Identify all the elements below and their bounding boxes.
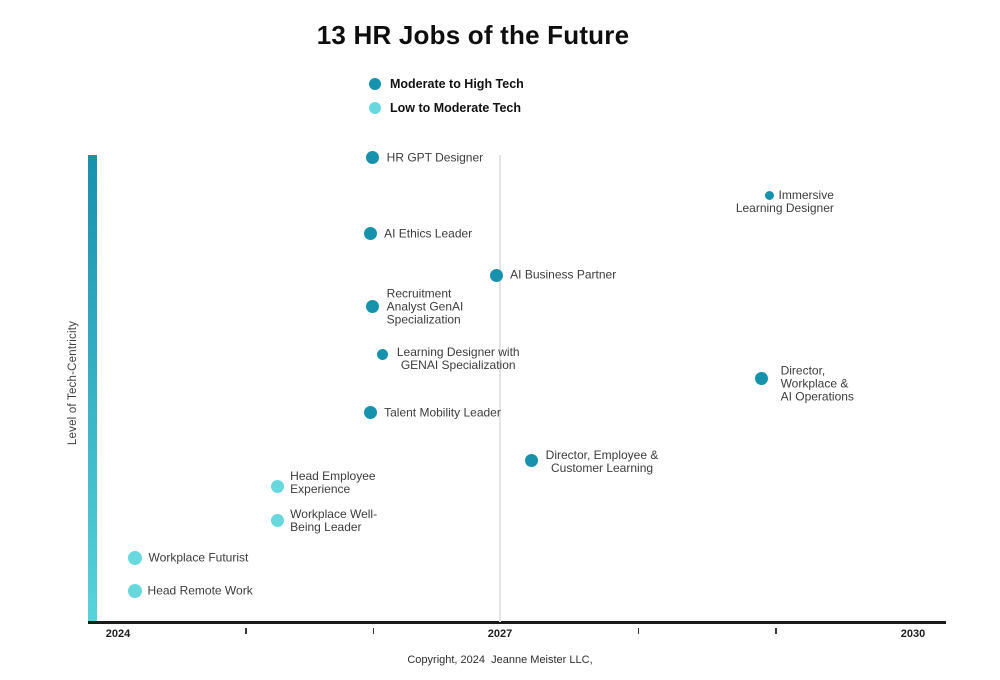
data-point-label: Recruitment Analyst GenAI Specialization — [386, 286, 464, 327]
legend-dot-low-tech-icon — [369, 102, 381, 114]
data-point-label: Head Employee Experience — [290, 469, 376, 497]
data-point — [366, 300, 380, 314]
data-point-label: Head Remote Work — [147, 583, 253, 598]
legend-item-high-tech: Moderate to High Tech — [369, 72, 524, 96]
data-point-label: Learning Designer with GENAI Specializat… — [396, 344, 520, 372]
legend-item-low-tech: Low to Moderate Tech — [369, 96, 524, 120]
data-point — [525, 454, 539, 468]
copyright-text: Copyright, 2024 Jeanne Meister LLC, — [407, 654, 593, 666]
x-axis-line — [88, 621, 946, 624]
data-point-label: Workplace Well- Being Leader — [290, 507, 378, 535]
data-point — [366, 151, 380, 165]
data-point-label: AI Business Partner — [510, 267, 617, 282]
data-point — [489, 268, 503, 282]
x-tick-label-2027: 2027 — [487, 628, 513, 640]
chart-title: 13 HR Jobs of the Future — [316, 20, 630, 50]
data-point — [363, 227, 377, 241]
data-point-label: Workplace Futurist — [148, 550, 249, 565]
data-point-label: Director, Workplace & AI Operations — [780, 363, 854, 404]
legend-label: Moderate to High Tech — [390, 77, 524, 91]
data-point-label: AI Ethics Leader — [384, 226, 473, 241]
data-point-label: Immersive Learning Designer — [735, 188, 834, 216]
data-point — [270, 513, 284, 527]
x-tick-mark-2028 — [637, 628, 640, 634]
x-tick-label-2024: 2024 — [105, 628, 131, 640]
data-point — [377, 349, 389, 361]
x-tick-mark-2026 — [372, 628, 375, 634]
y-axis-bar — [88, 155, 97, 622]
data-point-label: Director, Employee & Customer Learning — [545, 447, 659, 475]
gridline-2027 — [498, 155, 501, 622]
legend: Moderate to High Tech Low to Moderate Te… — [369, 72, 524, 120]
data-point — [127, 584, 142, 599]
legend-dot-high-tech-icon — [369, 78, 381, 90]
data-point — [127, 551, 142, 566]
x-tick-mark-2025 — [245, 628, 247, 634]
legend-label: Low to Moderate Tech — [390, 101, 522, 115]
data-point — [363, 406, 377, 420]
data-point — [765, 190, 775, 200]
data-point — [270, 479, 284, 493]
data-point — [755, 371, 769, 385]
x-tick-mark-2029 — [775, 628, 777, 634]
x-tick-label-2030: 2030 — [900, 628, 926, 640]
data-point-label: Talent Mobility Leader — [384, 405, 501, 420]
data-point-label: HR GPT Designer — [386, 150, 484, 165]
y-axis-title: Level of Tech-Centricity — [67, 320, 79, 446]
